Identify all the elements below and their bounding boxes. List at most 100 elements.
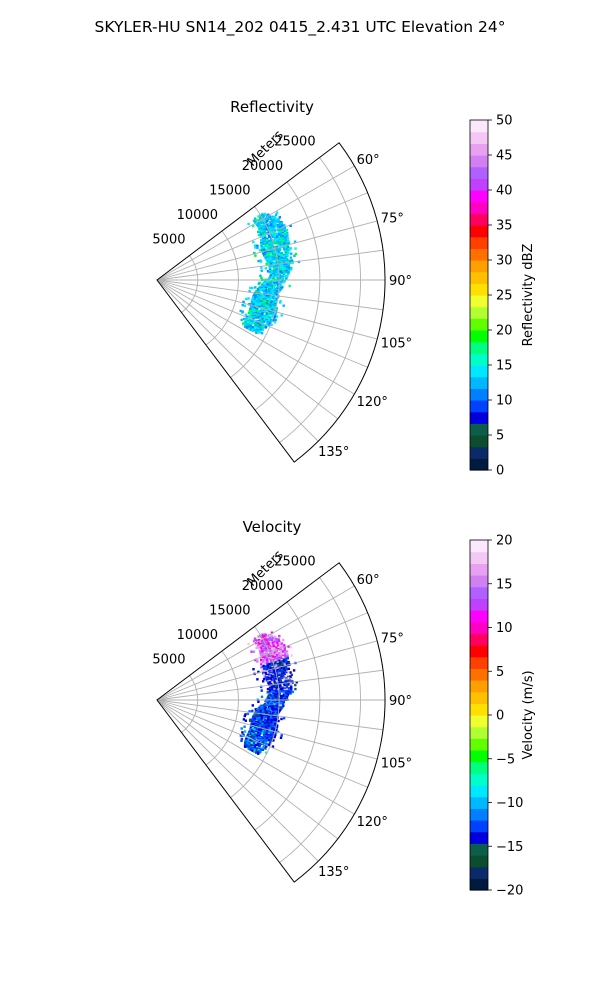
echo-cell: [284, 236, 287, 239]
colorbar-swatch: [470, 271, 488, 284]
echo-cell: [264, 213, 267, 217]
echo-cell: [283, 242, 286, 245]
echo-cell: [251, 709, 254, 713]
echo-cell: [270, 686, 274, 689]
echo-cell: [252, 742, 255, 745]
echo-cell: [250, 729, 254, 733]
colorbar-tick-label: 45: [496, 149, 513, 164]
echo-cell: [274, 303, 277, 307]
echo-cell: [282, 239, 286, 242]
echo-cell: [257, 752, 260, 755]
colorbar-tick-label: 0: [496, 464, 504, 479]
echo-cell: [258, 323, 262, 327]
echo-cell: [263, 302, 266, 306]
echo-cell: [274, 694, 277, 697]
echo-cell: [271, 649, 274, 652]
colorbar-swatch: [470, 645, 488, 658]
echo-cell: [262, 228, 266, 231]
colorbar-tick-label: 0: [496, 709, 504, 724]
echo-cell: [284, 659, 288, 662]
echo-cell: [264, 299, 267, 303]
echo-cell: [279, 645, 282, 649]
echo-cell: [282, 638, 285, 642]
echo-cell: [267, 262, 270, 265]
echo-cell: [270, 657, 273, 660]
echo-cell: [259, 653, 263, 656]
echo-cell: [276, 241, 280, 244]
echo-cell: [271, 303, 275, 306]
echo-cell: [272, 292, 275, 295]
echo-cell: [280, 666, 283, 670]
echo-cell: [279, 232, 283, 235]
echo-cell: [276, 224, 280, 227]
echo-cell: [287, 689, 291, 693]
echo-cell: [270, 710, 274, 714]
echo-cell: [264, 326, 267, 329]
echo-cell: [273, 735, 276, 739]
echo-cell: [275, 315, 279, 318]
velocity-azimuth-tick-labels: 60° 75° 90° 105° 120° 135°: [318, 573, 412, 880]
echo-cell: [274, 642, 277, 645]
echo-cell: [287, 264, 291, 267]
echo-cell: [271, 695, 274, 698]
azimuth-spoke: [156, 699, 368, 788]
echo-cell: [282, 234, 285, 237]
range-tick-label: 5000: [152, 233, 185, 248]
echo-cell: [241, 304, 244, 307]
echo-cell: [291, 261, 294, 264]
echo-cell: [255, 316, 258, 319]
azimuth-spoke: [156, 699, 319, 862]
echo-cell: [239, 309, 242, 313]
echo-cell: [272, 270, 276, 274]
echo-cell: [287, 263, 290, 266]
echo-cell: [279, 664, 282, 667]
colorbar-swatch: [470, 365, 488, 378]
echo-cell: [286, 657, 289, 660]
echo-cell: [280, 277, 284, 280]
echo-cell: [264, 267, 267, 270]
echo-cell: [280, 236, 283, 239]
echo-cell: [278, 677, 281, 680]
range-tick-label: 25000: [274, 555, 315, 570]
echo-cell: [264, 238, 267, 241]
echo-cell: [267, 654, 271, 657]
echo-cell: [254, 742, 258, 745]
echo-cell: [269, 220, 272, 224]
echo-cell: [276, 249, 280, 252]
azimuth-spoke: [156, 612, 368, 701]
range-tick-label: 20000: [242, 159, 283, 174]
colorbar-tick-label: 35: [496, 219, 513, 234]
echo-cell: [277, 232, 281, 235]
azimuth-tick-label: 135°: [318, 445, 349, 460]
echo-cell: [252, 312, 255, 315]
colorbar-swatch: [470, 446, 488, 459]
echo-cell: [256, 311, 260, 315]
echo-cell: [270, 312, 273, 315]
echo-cell: [274, 272, 277, 276]
echo-cell: [273, 234, 277, 238]
echo-cell: [245, 324, 249, 327]
echo-cell: [274, 656, 277, 659]
echo-cell: [279, 652, 283, 655]
echo-cell: [276, 283, 280, 286]
echo-cell: [289, 683, 292, 686]
echo-cell: [277, 230, 281, 234]
echo-cell: [287, 268, 291, 271]
echo-cell: [283, 224, 286, 227]
echo-cell: [262, 680, 265, 683]
echo-cell: [243, 304, 246, 307]
colorbar-swatch: [470, 610, 488, 623]
echo-cell: [263, 705, 266, 709]
echo-cell: [271, 221, 274, 224]
echo-cell: [277, 653, 281, 656]
colorbar-tick-label: 10: [496, 394, 513, 409]
echo-cell: [289, 689, 293, 692]
echo-cell: [277, 652, 281, 655]
echo-cell: [263, 285, 266, 289]
echo-cell: [285, 697, 288, 700]
echo-cell: [266, 720, 269, 723]
echo-cell: [266, 670, 269, 673]
echo-cell: [281, 649, 285, 652]
echo-cell: [262, 325, 266, 328]
colorbar-swatch: [470, 726, 488, 739]
